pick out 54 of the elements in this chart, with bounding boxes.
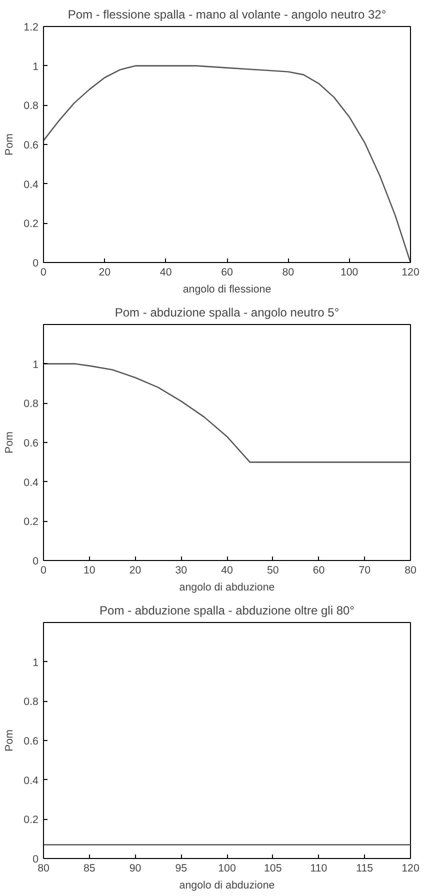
y-tick-label: 1 — [32, 60, 39, 73]
x-tick-label: 20 — [98, 266, 111, 278]
x-axis-title: angolo di flessione — [182, 284, 272, 296]
y-tick-label: 0.2 — [24, 218, 39, 230]
y-tick-label: 0.6 — [24, 140, 39, 152]
y-tick-label: 0 — [32, 556, 39, 568]
y-axis-title: Pom — [4, 133, 16, 156]
y-tick-label: 0.4 — [24, 774, 39, 787]
x-tick-label: 40 — [160, 266, 172, 278]
y-tick-label: 0.4 — [24, 476, 39, 489]
x-axis-title: angolo di abduzione — [179, 582, 275, 594]
x-tick-label: 85 — [83, 862, 96, 874]
y-tick-label: 0.8 — [24, 398, 39, 410]
x-tick-label: 50 — [266, 564, 279, 576]
x-tick-label: 10 — [83, 564, 96, 576]
x-axis-title: angolo di abduzione — [179, 880, 275, 892]
chart-title: Pom - abduzione spalla - angolo neutro 5° — [114, 306, 340, 320]
y-tick-label: 0 — [32, 854, 39, 866]
y-tick-label: 1 — [32, 358, 39, 371]
y-tick-label: 0.2 — [24, 814, 39, 826]
x-tick-label: 60 — [221, 266, 233, 278]
y-tick-label: 1.2 — [24, 22, 39, 34]
y-axis-title: Pom — [4, 729, 16, 752]
x-tick-label: 80 — [404, 564, 416, 576]
y-tick-label: 0.4 — [24, 178, 39, 191]
x-tick-label: 60 — [312, 564, 325, 576]
x-tick-label: 95 — [175, 862, 188, 874]
y-tick-label: 0.2 — [24, 516, 39, 528]
line-series — [44, 363, 410, 463]
y-tick-label: 0 — [32, 258, 39, 270]
y-axis-title: Pom — [4, 431, 16, 454]
x-tick-label: 30 — [175, 564, 188, 576]
y-tick-label: 0.8 — [24, 100, 39, 112]
x-tick-label: 100 — [340, 266, 358, 278]
y-tick-label: 0.8 — [24, 696, 39, 708]
x-tick-label: 115 — [356, 862, 374, 874]
y-tick-label: 0.6 — [24, 736, 39, 748]
x-tick-label: 80 — [38, 862, 50, 874]
x-tick-label: 0 — [40, 266, 47, 278]
chart-title: Pom - flessione spalla - mano al volante - angolo neutro 32° — [68, 8, 386, 22]
y-tick-label: 1 — [32, 656, 39, 669]
x-tick-label: 120 — [402, 862, 420, 874]
x-tick-label: 100 — [218, 862, 236, 874]
x-tick-label: 120 — [402, 266, 420, 278]
chart-title: Pom - abduzione spalla - abduzione oltre gli 80° — [100, 604, 355, 618]
x-tick-label: 105 — [264, 862, 282, 874]
x-tick-label: 70 — [358, 564, 371, 576]
x-tick-label: 0 — [40, 564, 47, 576]
x-tick-label: 40 — [221, 564, 233, 576]
x-tick-label: 110 — [310, 862, 328, 874]
y-tick-label: 0.6 — [24, 438, 39, 450]
x-tick-label: 80 — [282, 266, 294, 278]
x-tick-label: 90 — [129, 862, 142, 874]
x-tick-label: 20 — [129, 564, 142, 576]
